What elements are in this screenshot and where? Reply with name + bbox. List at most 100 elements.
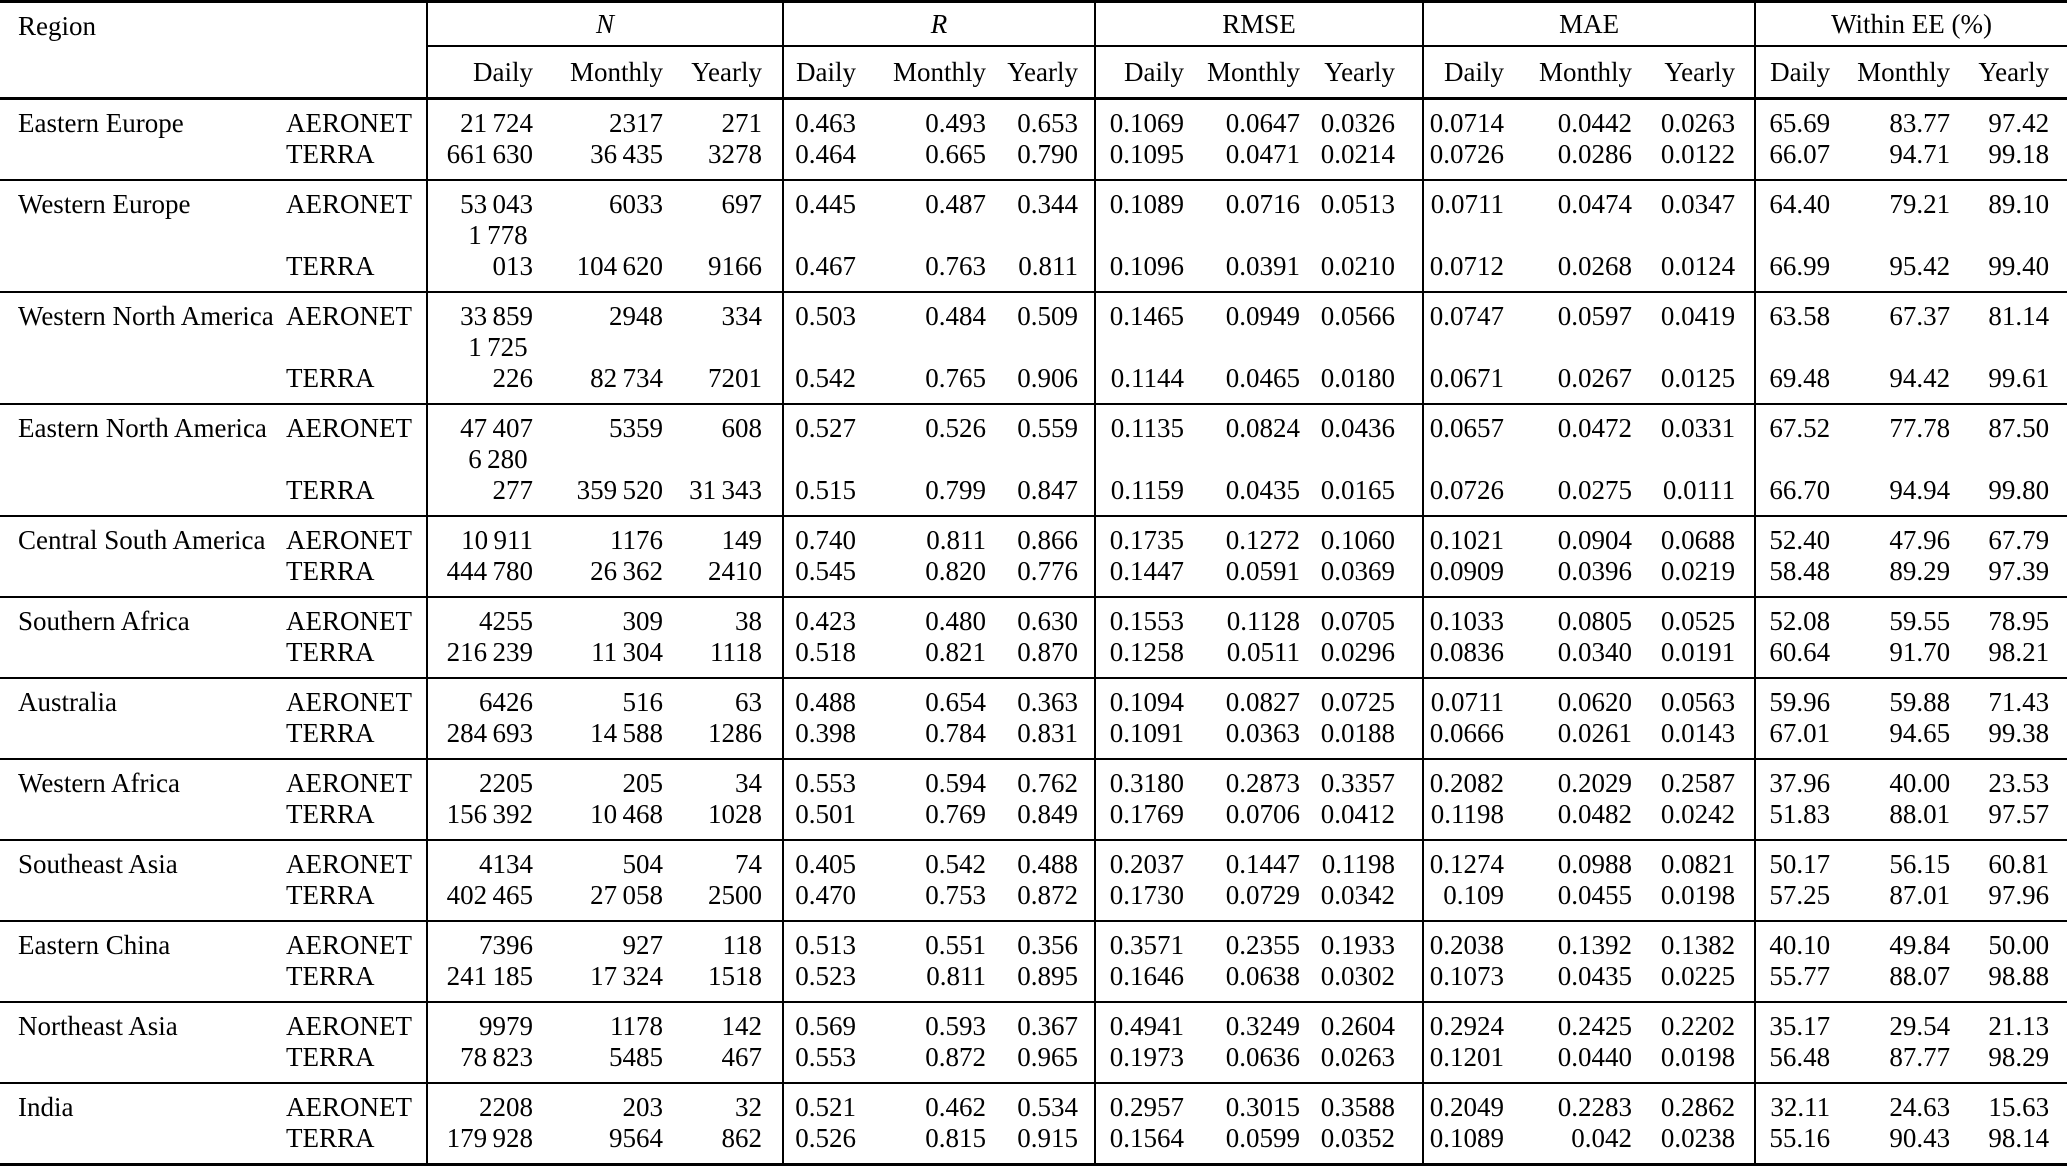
value-cell: 56.48	[1754, 1042, 1831, 1083]
table-row: TERRA 661 630 36 435 3278 0.464 0.665 0.790 0.1…	[0, 139, 2067, 180]
value-cell: 60.81	[1950, 839, 2067, 880]
source-label: AERONET	[286, 596, 427, 637]
value-cell: 0.821	[925, 637, 986, 667]
value-cell: 1 725 226	[426, 332, 533, 404]
value-cell: 74	[663, 839, 783, 880]
value-cell: 0.0599	[1225, 1123, 1301, 1153]
value-cell: 0.2283	[1504, 1082, 1633, 1123]
table-row: India AERONET 2208 203 32 0.521 0.462 0.534 0.29…	[0, 1082, 2067, 1123]
value-cell: 98.21	[1988, 637, 2050, 667]
value-cell: 97.57	[1988, 799, 2050, 829]
value-cell: 0.484	[856, 291, 986, 332]
value-cell: 0.895	[1017, 961, 1079, 991]
value-cell: 0.0474	[1504, 179, 1633, 220]
value-cell: 1518	[708, 961, 762, 991]
region-name-spacer	[0, 799, 286, 840]
region-name-spacer	[0, 1123, 286, 1165]
value-cell: 0.784	[925, 718, 986, 748]
source-label: AERONET	[286, 179, 427, 220]
value-cell: 0.0511	[1226, 637, 1301, 667]
value-cell: 0.0412	[1320, 799, 1396, 829]
value-cell: 0.0638	[1225, 961, 1301, 991]
value-cell: 0.870	[1017, 637, 1079, 667]
value-cell: 0.569	[782, 1001, 856, 1042]
value-cell: 0.593	[856, 1001, 986, 1042]
table-header: Region N R RMSE MAE Within EE (%) Daily …	[0, 1, 2067, 100]
value-cell: 0.0821	[1632, 839, 1756, 880]
value-cell: 35.17	[1754, 1001, 1831, 1042]
value-cell: 87.01	[1889, 880, 1951, 910]
region-name-spacer	[0, 880, 286, 921]
value-cell: 88.07	[1889, 961, 1951, 991]
value-cell: 0.0326	[1300, 97, 1424, 139]
value-cell: 0.740	[782, 515, 856, 556]
source-label: AERONET	[286, 1082, 427, 1123]
value-cell: 118	[663, 920, 783, 961]
value-cell: 402 465	[426, 880, 533, 921]
value-cell: 359 520	[576, 475, 663, 505]
value-cell: 77.78	[1830, 403, 1951, 444]
value-cell: 0.0263	[1320, 1042, 1396, 1072]
region-name: Eastern China	[0, 920, 286, 961]
value-cell: 0.0435	[1225, 475, 1301, 505]
value-cell: 0.763	[925, 251, 986, 281]
value-cell: 59.88	[1830, 677, 1951, 718]
table-row: TERRA 1 778 013 104 620 9166 0.467 0.763 0.811…	[0, 220, 2067, 292]
value-cell: 697	[663, 179, 783, 220]
region-name: Eastern Europe	[0, 97, 286, 139]
value-cell: 0.363	[986, 677, 1096, 718]
source-label: AERONET	[286, 291, 427, 332]
value-cell: 7396	[426, 920, 533, 961]
source-label: AERONET	[286, 677, 427, 718]
value-cell: 64.40	[1754, 179, 1831, 220]
value-cell: 0.0340	[1557, 637, 1633, 667]
value-cell: 36 435	[590, 139, 663, 169]
value-cell: 99.80	[1988, 475, 2050, 505]
sub-header-daily: Daily	[1754, 46, 1831, 100]
empty-header-cell	[0, 46, 427, 100]
value-cell: 0.3180	[1094, 758, 1185, 799]
value-cell: 0.480	[856, 596, 986, 637]
value-cell: 0.831	[1017, 718, 1079, 748]
region-name: India	[0, 1082, 286, 1123]
value-cell: 0.488	[986, 839, 1096, 880]
value-cell: 0.630	[986, 596, 1096, 637]
value-cell: 0.526	[856, 403, 986, 444]
sub-header-daily: Daily	[426, 46, 533, 100]
value-cell: 0.1128	[1184, 596, 1301, 637]
value-cell: 0.0214	[1320, 139, 1396, 169]
value-cell: 0.0836	[1422, 637, 1505, 678]
value-cell: 0.0210	[1320, 251, 1396, 281]
value-cell: 99.61	[1988, 363, 2050, 393]
table-row: TERRA 216 239 11 304 1118 0.518 0.821 0.870 0.1…	[0, 637, 2067, 678]
table-row: Australia AERONET 6426 516 63 0.488 0.654 0.363…	[0, 677, 2067, 718]
value-cell: 0.0331	[1632, 403, 1756, 444]
source-label: TERRA	[286, 1042, 375, 1072]
value-cell: 0.776	[1017, 556, 1079, 586]
value-cell: 38	[663, 596, 783, 637]
table-row: TERRA 156 392 10 468 1028 0.501 0.769 0.849 0.1…	[0, 799, 2067, 840]
value-cell: 0.0824	[1184, 403, 1301, 444]
value-cell: 2500	[708, 880, 762, 910]
value-cell: 0.753	[925, 880, 986, 910]
sub-header-daily: Daily	[782, 46, 856, 100]
value-cell: 0.1730	[1094, 880, 1185, 921]
value-cell: 0.2957	[1094, 1082, 1185, 1123]
value-cell: 67.37	[1830, 291, 1951, 332]
value-cell: 1176	[533, 515, 663, 556]
value-cell: 0.0482	[1557, 799, 1633, 829]
value-cell: 0.2029	[1504, 758, 1633, 799]
source-label: AERONET	[286, 1001, 427, 1042]
value-cell: 2205	[426, 758, 533, 799]
value-cell: 516	[533, 677, 663, 718]
value-cell: 0.1069	[1094, 97, 1185, 139]
value-cell: 59.96	[1754, 677, 1831, 718]
value-cell: 0.0188	[1320, 718, 1396, 748]
value-cell: 0.0275	[1557, 475, 1633, 505]
value-cell: 0.1089	[1422, 1123, 1505, 1165]
value-cell: 0.367	[986, 1001, 1096, 1042]
value-cell: 0.501	[782, 799, 856, 840]
value-cell: 5485	[609, 1042, 663, 1072]
value-cell: 94.71	[1889, 139, 1951, 169]
